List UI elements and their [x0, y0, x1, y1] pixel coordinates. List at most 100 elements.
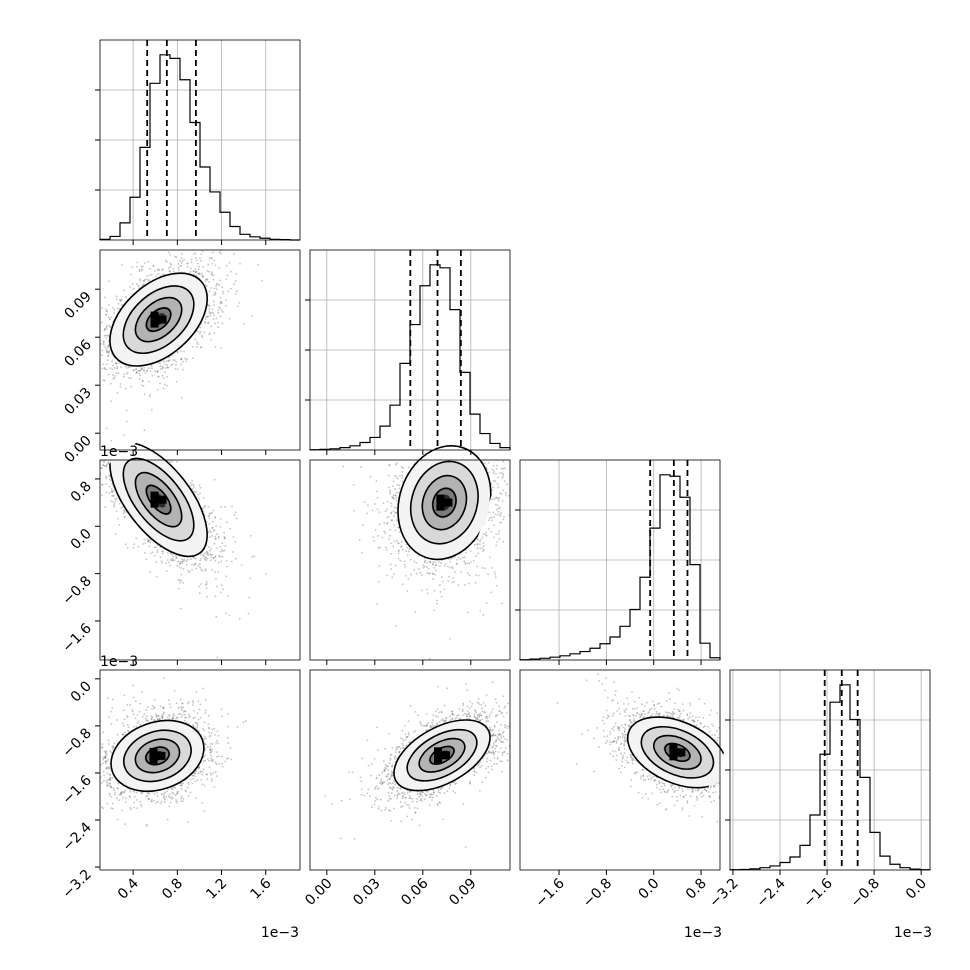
scatter-point [176, 246, 178, 248]
scatter-point [466, 427, 468, 429]
scatter-point [464, 454, 466, 456]
scatter-point [146, 369, 149, 372]
density-core [436, 494, 453, 511]
scatter-point [452, 454, 454, 456]
scatter-point [123, 516, 126, 519]
scatter-point [432, 572, 434, 575]
scatter-point [185, 564, 188, 566]
scatter-point [225, 264, 228, 267]
scatter-point [147, 792, 150, 795]
scatter-point [424, 798, 426, 800]
scatter-point [173, 447, 175, 449]
scatter-point [230, 560, 233, 563]
scatter-point [139, 800, 142, 803]
scatter-point [133, 433, 135, 435]
scatter-point [110, 710, 112, 713]
scatter-point [238, 301, 241, 304]
panel-frame [99, 39, 301, 241]
scatter-point [97, 362, 99, 364]
scatter-point [494, 573, 497, 576]
scatter-point [170, 797, 173, 800]
scatter-point [178, 244, 180, 246]
scatter-point [452, 457, 454, 459]
scatter-point [219, 315, 222, 318]
scatter-point [395, 500, 398, 503]
scatter-point [436, 602, 438, 605]
scatter-point [497, 734, 500, 736]
scatter-point [113, 312, 115, 314]
scatter-point [110, 400, 112, 403]
scatter-point [112, 501, 115, 503]
scatter-point [180, 579, 183, 582]
scatter-point [150, 718, 153, 720]
scatter-point [432, 561, 435, 563]
scatter-point [390, 511, 393, 514]
contour-line [109, 272, 208, 367]
scatter-point [183, 558, 186, 561]
scatter-point [482, 614, 485, 616]
scatter-point [112, 438, 114, 440]
scatter-point [138, 268, 141, 271]
scatter-point [395, 507, 398, 509]
scatter-point [179, 698, 182, 701]
scatter-point [220, 346, 223, 349]
scatter-point [462, 445, 464, 447]
scatter-point [216, 739, 218, 742]
scatter-point [212, 312, 215, 315]
scatter-point [152, 455, 154, 457]
scatter-point [205, 773, 208, 776]
scatter-point [136, 283, 138, 286]
scatter-point [488, 471, 490, 474]
scatter-point [402, 739, 405, 742]
scatter-point [372, 536, 375, 539]
scatter-point [209, 745, 212, 748]
scatter-point [180, 800, 182, 803]
scatter-point [406, 554, 409, 557]
scatter-point [165, 796, 168, 798]
scatter-point [488, 556, 491, 559]
scatter-point [172, 555, 175, 558]
contour-line [122, 457, 195, 542]
scatter-point [421, 795, 424, 798]
scatter-point [71, 426, 73, 428]
scatter-point [110, 752, 113, 754]
scatter-point [441, 458, 443, 460]
scatter-point [105, 337, 108, 339]
scatter-point [394, 494, 397, 497]
scatter-point [94, 422, 96, 424]
scatter-point [117, 517, 120, 520]
scatter-point [88, 364, 90, 366]
scatter-point [226, 274, 229, 277]
scatter-point [210, 780, 213, 782]
scatter-point [236, 726, 239, 728]
scatter-point [428, 804, 431, 807]
scatter-point [177, 790, 179, 793]
scatter-point [136, 799, 138, 801]
scatter-point [141, 453, 143, 455]
scatter-point [150, 715, 153, 718]
scatter-point [164, 259, 167, 262]
scatter-point [393, 474, 396, 477]
scatter-point [209, 749, 212, 751]
scatter-point [476, 543, 479, 546]
scatter-point [103, 756, 106, 759]
scatter-point [113, 366, 116, 369]
scatter-point [475, 441, 477, 443]
scatter-point [204, 712, 207, 714]
scatter-point [201, 569, 204, 572]
scatter-point [417, 714, 419, 717]
scatter-point [429, 725, 432, 727]
scatter-point [112, 504, 115, 507]
scatter-point [182, 581, 185, 584]
scatter-point [444, 419, 446, 421]
scatter-point [139, 279, 141, 282]
scatter-point [488, 517, 491, 519]
scatter-point [484, 421, 486, 423]
scatter-point [146, 278, 148, 281]
scatter-point [74, 762, 76, 764]
scatter-point [205, 580, 208, 583]
scatter-point [442, 452, 444, 454]
scatter-point [221, 755, 223, 758]
scatter-point [161, 715, 163, 718]
scatter-point [428, 572, 430, 575]
